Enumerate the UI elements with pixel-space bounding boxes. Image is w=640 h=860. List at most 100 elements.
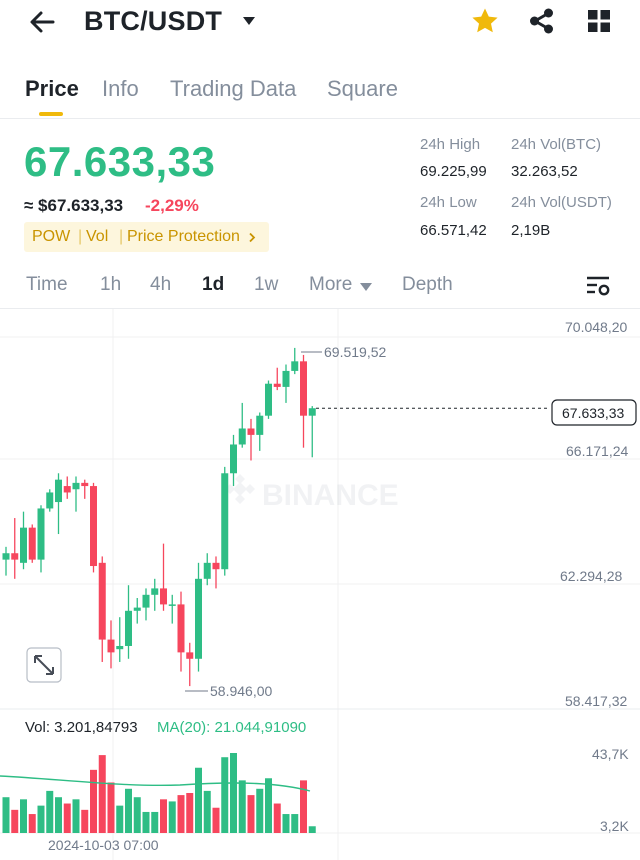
price-change-percent: -2,29% (145, 196, 199, 215)
price-axis-label: 70.048,20 (565, 319, 627, 335)
candle (11, 553, 19, 560)
volume-bar (11, 809, 19, 833)
candle (125, 610, 132, 646)
binance-watermark: BINANCE (225, 474, 399, 512)
tag-vol[interactable]: Vol (86, 228, 109, 245)
divider (0, 308, 640, 309)
vol-usdt-value: 2,19B (511, 222, 551, 239)
chart-settings-icon[interactable] (585, 274, 611, 298)
tab-info[interactable]: Info (102, 76, 139, 101)
volume-bar (230, 753, 237, 833)
volume-bar (81, 809, 89, 833)
caret-down-icon[interactable] (359, 282, 373, 292)
candle (238, 428, 246, 445)
volume-bar (273, 803, 281, 833)
grid-icon[interactable] (586, 8, 612, 34)
volume-bar (125, 788, 132, 833)
ma-readout: MA(20): 21.044,91090 (157, 719, 307, 736)
volume-bar (116, 805, 124, 833)
candle (107, 639, 115, 653)
top-bar: BTC/USDT (0, 0, 640, 48)
volume-bar (195, 767, 202, 833)
tag-pow[interactable]: POW (32, 228, 71, 245)
volume-bar (212, 807, 220, 833)
last-price: 67.633,33 (24, 138, 216, 185)
low-price-marker: 58.946,00 (210, 683, 272, 699)
candle (282, 370, 290, 387)
volume-bar (291, 814, 299, 833)
current-price-tag-box (551, 399, 637, 426)
volume-readout: Vol: 3.201,84793 (25, 719, 138, 736)
candle (160, 588, 167, 605)
fiat-price: ≈ $67.633,33 (24, 196, 124, 215)
candle (81, 482, 89, 487)
interval-time[interactable]: Time (26, 274, 68, 295)
price-axis-label: 58.417,32 (565, 693, 627, 709)
volume-bar (55, 797, 62, 833)
interval-1h[interactable]: 1h (100, 274, 122, 295)
candle (256, 415, 264, 435)
volume-bar (256, 788, 264, 833)
candle (291, 361, 299, 371)
tag-price-protection[interactable]: Price Protection (127, 228, 240, 245)
candle (186, 652, 194, 659)
vol-btc-value: 32.263,52 (511, 163, 578, 180)
high-price-marker: 69.519,52 (324, 344, 386, 360)
volume-bar (63, 803, 71, 833)
star-icon[interactable] (470, 6, 500, 36)
time-axis-label: 2024-10-03 07:00 (48, 837, 159, 853)
high-24h-label: 24h High (420, 136, 481, 153)
price-axis-label: 66.171,24 (566, 443, 628, 459)
volume-bar (203, 790, 211, 833)
tab-square[interactable]: Square (327, 76, 398, 101)
volume-bar (151, 811, 159, 833)
interval-1w[interactable]: 1w (254, 274, 279, 295)
candle (116, 645, 124, 650)
tab-price[interactable]: Price (25, 76, 79, 101)
coin-tags[interactable]: POW | Vol | Price Protection (24, 222, 269, 252)
volume-bar (142, 811, 150, 833)
arrow-left-icon[interactable] (26, 6, 58, 38)
current-price-tag: 67.633,33 (562, 405, 624, 421)
low-24h-value: 66.571,42 (420, 222, 487, 239)
interval-more[interactable]: More (309, 274, 353, 295)
interval-1d[interactable]: 1d (202, 274, 225, 295)
active-tab-indicator (39, 112, 63, 116)
candle (168, 604, 176, 606)
candle (177, 604, 185, 653)
volume-bar (238, 780, 246, 833)
candle (273, 383, 281, 387)
volume-bar (308, 826, 316, 833)
candlestick-chart[interactable]: BINANCE 67.633,33 70.048,20 66.171,24 62… (0, 309, 640, 860)
tag-separator: | (119, 228, 124, 245)
tab-bar: Price Info Trading Data Square (0, 72, 640, 118)
volume-bar (160, 799, 167, 833)
candle (300, 361, 307, 416)
volume-axis-label: 3,2K (600, 818, 629, 834)
tab-trading-data[interactable]: Trading Data (170, 76, 297, 101)
candle (265, 383, 272, 416)
candle (20, 527, 27, 563)
fullscreen-button[interactable] (26, 647, 62, 683)
candle (90, 486, 97, 567)
expand-icon (34, 655, 54, 675)
candle (46, 492, 54, 509)
volume-bar (90, 769, 97, 833)
interval-depth[interactable]: Depth (402, 274, 453, 295)
volume-bar (221, 757, 229, 833)
volume-bar (177, 795, 185, 833)
candle (142, 594, 150, 608)
trading-pair-title[interactable]: BTC/USDT (84, 6, 223, 36)
caret-down-icon[interactable] (241, 14, 257, 28)
vol-btc-label: 24h Vol(BTC) (511, 136, 602, 153)
interval-4h[interactable]: 4h (150, 274, 172, 295)
candle (195, 578, 202, 659)
volume-bar (72, 799, 80, 833)
candle (308, 408, 316, 416)
volume-axis-label: 43,7K (592, 746, 629, 762)
share-icon[interactable] (527, 6, 557, 36)
watermark-text: BINANCE (262, 479, 399, 512)
volume-bar (2, 797, 10, 833)
candle (212, 562, 220, 570)
candle (230, 444, 237, 474)
